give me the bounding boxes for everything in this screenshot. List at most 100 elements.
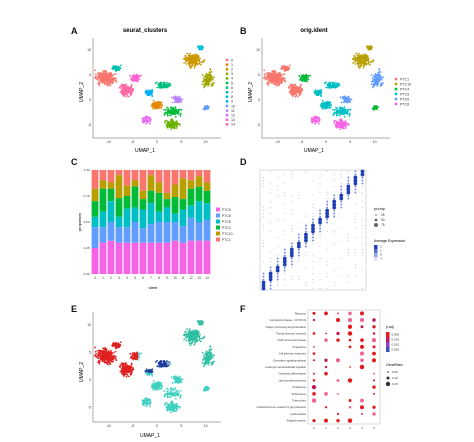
umap-point — [185, 63, 188, 65]
umap-point — [115, 80, 118, 83]
dot — [340, 173, 342, 176]
umap-point — [183, 58, 186, 61]
panel-letter-d: D — [240, 157, 247, 167]
umap-point — [193, 55, 196, 58]
panel-d-dots — [259, 169, 367, 291]
dot — [326, 191, 328, 194]
umap-point — [202, 107, 205, 110]
umap-point — [120, 91, 123, 94]
umap-point — [267, 74, 270, 77]
umap-point — [166, 387, 168, 390]
umap-point — [170, 106, 173, 109]
umap-point — [196, 331, 198, 334]
umap-point — [189, 333, 192, 336]
umap-point — [126, 370, 128, 373]
bar-segment — [187, 240, 195, 274]
umap-point — [276, 84, 279, 87]
umap-point — [278, 73, 280, 76]
umap-point — [345, 99, 348, 102]
umap-point — [119, 364, 122, 366]
umap-point — [325, 81, 327, 84]
umap-point — [135, 352, 138, 355]
bar-segment — [179, 178, 187, 200]
umap-point — [169, 114, 171, 117]
umap-point — [105, 71, 108, 74]
panel-d-legend-pct-title: pct.exp — [374, 207, 385, 211]
panel-c-xlabel: ident — [149, 285, 159, 290]
umap-point — [208, 361, 211, 364]
dot — [262, 212, 265, 215]
umap-point — [204, 78, 207, 81]
umap-point — [210, 85, 213, 87]
panel-b-ylabel: UMAP_2 — [248, 82, 254, 102]
umap-point — [313, 116, 315, 119]
panel-a-ylabel: UMAP_2 — [79, 82, 85, 102]
umap-point — [357, 65, 360, 68]
umap-point — [176, 99, 179, 102]
umap-point — [131, 354, 134, 357]
umap-point — [337, 121, 340, 124]
umap-point — [367, 46, 369, 49]
umap-point — [354, 55, 356, 58]
panel-d-legend-avg: 210-1 — [374, 245, 383, 261]
umap-point — [121, 85, 124, 88]
dot — [319, 230, 322, 233]
bar-segment — [123, 196, 131, 209]
umap-point — [349, 108, 352, 111]
umap-point — [189, 330, 191, 333]
umap-point — [319, 105, 322, 108]
bar-segment — [163, 170, 171, 193]
umap-point — [358, 67, 361, 70]
umap-point — [202, 77, 205, 79]
umap-point — [145, 92, 148, 95]
umap-point — [206, 108, 209, 110]
dot — [277, 236, 279, 239]
umap-point — [276, 75, 279, 77]
umap-point — [157, 381, 160, 383]
umap-point — [294, 95, 297, 98]
dot — [312, 266, 314, 269]
umap-point — [98, 350, 100, 352]
umap-point — [102, 70, 105, 72]
umap-point — [202, 336, 204, 339]
umap-point — [201, 74, 204, 76]
umap-point — [203, 86, 205, 89]
umap-point — [174, 115, 177, 118]
umap-point — [205, 106, 207, 109]
umap-point — [338, 114, 340, 117]
umap-point — [283, 77, 286, 80]
umap-point — [353, 60, 356, 63]
dot — [290, 245, 293, 248]
umap-point — [368, 46, 371, 49]
umap-point — [267, 81, 269, 84]
bar-segment — [107, 240, 115, 274]
bar-segment — [139, 170, 147, 191]
x-tick-label: 11 — [181, 276, 185, 280]
umap-point — [201, 80, 204, 83]
umap-point — [167, 392, 170, 395]
umap-point — [200, 61, 203, 64]
x-tick-label: 5 — [349, 140, 351, 144]
umap-point — [375, 106, 378, 109]
umap-point — [274, 71, 277, 74]
umap-point — [331, 84, 334, 87]
dot — [333, 194, 336, 197]
umap-point — [336, 107, 339, 110]
umap-point — [316, 93, 319, 96]
dot — [277, 254, 279, 257]
umap-point — [140, 352, 142, 355]
legend-swatch — [225, 100, 229, 103]
umap-point — [210, 83, 213, 86]
umap-point — [267, 84, 270, 86]
x-tick-label: 12 — [189, 276, 193, 280]
dot — [326, 275, 328, 278]
umap-point — [99, 354, 102, 357]
umap-point — [130, 85, 133, 87]
dot — [347, 239, 349, 242]
umap-point — [120, 372, 123, 375]
umap-point — [168, 121, 171, 124]
umap-point — [360, 59, 363, 62]
umap-point — [171, 406, 174, 409]
umap-point — [374, 77, 377, 79]
umap-point — [284, 70, 287, 72]
